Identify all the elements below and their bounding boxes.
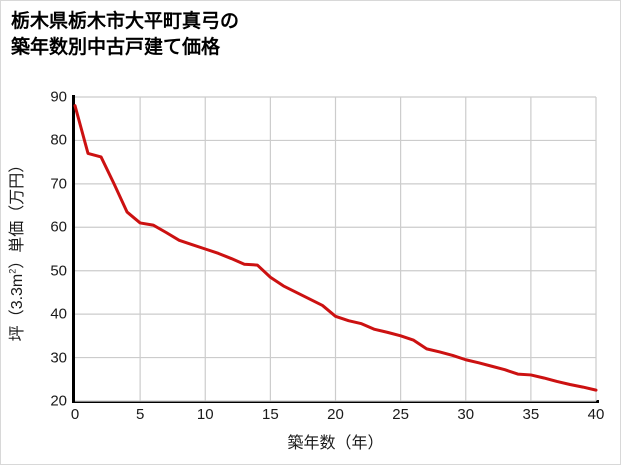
page-title: 栃木県栃木市大平町真弓の 築年数別中古戸建て価格 — [11, 11, 240, 58]
y-tick-label: 50 — [50, 262, 67, 280]
x-tick-label: 20 — [327, 406, 344, 423]
y-axis-label-superscript: 2 — [7, 268, 18, 274]
plot-area — [73, 96, 598, 402]
y-tick-label: 20 — [50, 392, 67, 410]
data-series-group — [73, 104, 598, 392]
y-tick-label: 70 — [50, 175, 67, 193]
gridlines — [75, 96, 597, 402]
y-axis-label: 坪（3.3m2）単価（万円） — [1, 97, 37, 401]
y-tick-label: 60 — [50, 218, 67, 236]
x-tick-label: 0 — [70, 406, 80, 423]
x-tick-label: 25 — [392, 406, 409, 423]
y-axis-spine — [72, 95, 75, 403]
y-tick-label: 30 — [50, 349, 67, 367]
y-tick-label: 90 — [50, 88, 67, 106]
y-tick-label: 40 — [50, 305, 67, 323]
y-axis-label-text: 坪（3.3m2）単価（万円） — [7, 156, 26, 342]
x-tick-label: 35 — [522, 406, 540, 423]
x-tick-label: 40 — [587, 406, 605, 423]
series-line — [73, 104, 598, 392]
x-tick-label: 10 — [196, 406, 214, 423]
x-tick-label: 30 — [457, 406, 475, 423]
y-tick-label: 80 — [50, 131, 67, 149]
x-tick-label: 15 — [262, 406, 279, 423]
x-axis-label: 築年数（年） — [287, 435, 384, 452]
chart-canvas — [73, 96, 598, 402]
x-tick-label: 5 — [135, 406, 145, 423]
